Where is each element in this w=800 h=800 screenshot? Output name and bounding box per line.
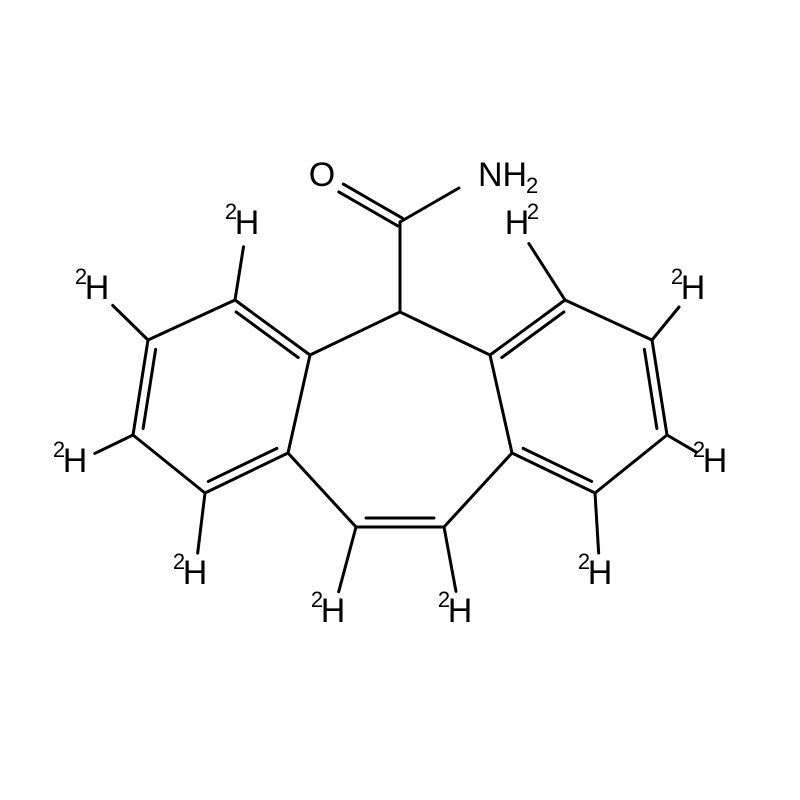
svg-text:2: 2 — [311, 587, 323, 612]
svg-text:2: 2 — [53, 437, 65, 462]
svg-text:2: 2 — [578, 549, 590, 574]
svg-text:H: H — [85, 269, 110, 307]
svg-text:2: 2 — [438, 587, 450, 612]
molecule-diagram: H2H2H2H2H2H2H2H2H2H2ONH2 — [0, 0, 800, 800]
svg-text:H: H — [703, 442, 728, 480]
svg-text:H: H — [235, 204, 260, 242]
svg-text:H: H — [505, 204, 530, 242]
svg-text:2: 2 — [671, 264, 683, 289]
svg-text:O: O — [309, 156, 335, 194]
svg-text:2: 2 — [75, 264, 87, 289]
svg-text:2: 2 — [527, 199, 539, 224]
svg-text:2: 2 — [526, 173, 538, 198]
svg-text:H: H — [448, 592, 473, 630]
svg-text:2: 2 — [173, 549, 185, 574]
svg-text:H: H — [183, 554, 208, 592]
svg-text:H: H — [588, 554, 613, 592]
svg-text:H: H — [63, 442, 88, 480]
svg-text:2: 2 — [693, 437, 705, 462]
svg-text:2: 2 — [225, 199, 237, 224]
svg-text:NH: NH — [478, 156, 527, 194]
svg-text:H: H — [321, 592, 346, 630]
svg-text:H: H — [681, 269, 706, 307]
